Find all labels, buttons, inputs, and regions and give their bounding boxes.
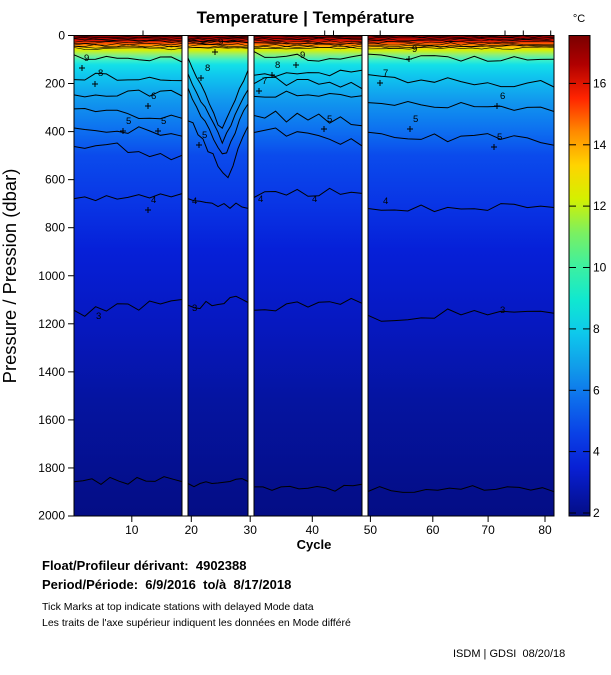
svg-text:3: 3: [192, 303, 197, 314]
svg-text:8: 8: [275, 60, 280, 71]
svg-text:°C: °C: [573, 13, 585, 25]
svg-text:16: 16: [593, 76, 607, 90]
svg-text:200: 200: [45, 77, 65, 91]
svg-text:1000: 1000: [38, 269, 65, 283]
svg-text:600: 600: [45, 173, 65, 187]
svg-text:8: 8: [205, 63, 210, 74]
svg-text:50: 50: [364, 523, 378, 537]
svg-text:60: 60: [426, 523, 440, 537]
svg-text:5: 5: [327, 114, 332, 125]
svg-text:Cycle: Cycle: [297, 537, 332, 552]
svg-text:1800: 1800: [38, 461, 65, 475]
svg-text:800: 800: [45, 221, 65, 235]
svg-text:2000: 2000: [38, 509, 65, 523]
svg-text:4: 4: [312, 194, 317, 205]
svg-text:30: 30: [244, 523, 258, 537]
svg-text:12: 12: [593, 199, 607, 213]
svg-text:5: 5: [202, 130, 207, 141]
svg-text:8: 8: [593, 322, 600, 336]
svg-text:5: 5: [126, 116, 131, 127]
svg-text:5: 5: [161, 116, 166, 127]
svg-text:80: 80: [538, 523, 552, 537]
svg-text:10: 10: [593, 261, 607, 275]
svg-text:2: 2: [593, 506, 600, 520]
svg-text:6: 6: [500, 91, 505, 102]
svg-text:7: 7: [262, 76, 267, 87]
svg-text:14: 14: [593, 138, 607, 152]
svg-text:400: 400: [45, 125, 65, 139]
svg-text:40: 40: [306, 523, 320, 537]
svg-text:9: 9: [84, 53, 89, 64]
svg-text:0: 0: [58, 29, 65, 43]
svg-text:4: 4: [192, 196, 197, 207]
svg-text:4: 4: [593, 445, 600, 459]
svg-text:20: 20: [185, 523, 199, 537]
svg-text:4: 4: [151, 195, 156, 206]
svg-text:10: 10: [125, 523, 139, 537]
svg-text:5: 5: [497, 132, 502, 143]
svg-text:4: 4: [383, 196, 388, 207]
svg-text:9: 9: [300, 50, 305, 61]
svg-text:70: 70: [481, 523, 495, 537]
svg-text:3: 3: [96, 311, 101, 322]
svg-text:1400: 1400: [38, 365, 65, 379]
svg-text:8: 8: [98, 68, 103, 79]
svg-text:3: 3: [500, 305, 505, 316]
svg-text:4: 4: [258, 194, 263, 205]
svg-text:5: 5: [413, 114, 418, 125]
svg-text:1600: 1600: [38, 413, 65, 427]
svg-text:6: 6: [593, 383, 600, 397]
svg-text:7: 7: [383, 68, 388, 79]
svg-text:Pressure / Pression (dbar): Pressure / Pression (dbar): [0, 169, 20, 384]
svg-text:6: 6: [151, 91, 156, 102]
svg-text:1200: 1200: [38, 317, 65, 331]
